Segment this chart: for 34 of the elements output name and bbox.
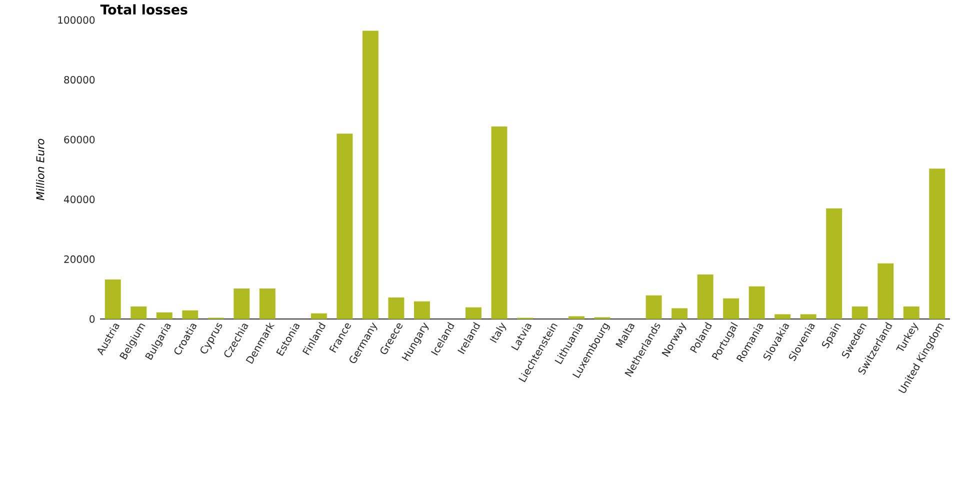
y-tick-label: 100000 xyxy=(58,16,95,24)
bar xyxy=(388,297,404,319)
bar xyxy=(929,168,946,319)
y-tick-label: 20000 xyxy=(64,255,95,263)
bar xyxy=(800,314,816,319)
y-tick-label: 0 xyxy=(90,315,95,323)
bar xyxy=(852,306,868,319)
bar xyxy=(182,310,198,319)
bar xyxy=(826,208,842,319)
bar xyxy=(362,30,378,319)
y-tick-label: 60000 xyxy=(64,136,95,144)
bar xyxy=(723,298,740,319)
bar xyxy=(466,307,482,319)
bar xyxy=(336,134,353,319)
chart-title: Total losses xyxy=(100,4,188,15)
bar xyxy=(130,306,147,319)
bar xyxy=(310,313,327,319)
bar xyxy=(414,301,430,319)
bar xyxy=(748,286,765,319)
bar xyxy=(104,280,121,319)
bar xyxy=(774,314,791,319)
bar xyxy=(646,295,662,319)
bar xyxy=(491,126,508,319)
y-tick-label: 80000 xyxy=(64,76,95,84)
bar xyxy=(697,274,714,319)
bar xyxy=(903,306,920,319)
y-axis-title: Million Euro xyxy=(36,138,44,200)
bar xyxy=(259,288,276,319)
bar xyxy=(234,288,250,319)
bar xyxy=(878,263,894,319)
bar xyxy=(568,316,585,319)
bar xyxy=(672,308,688,319)
bar xyxy=(156,312,172,319)
y-tick-label: 40000 xyxy=(64,196,95,204)
